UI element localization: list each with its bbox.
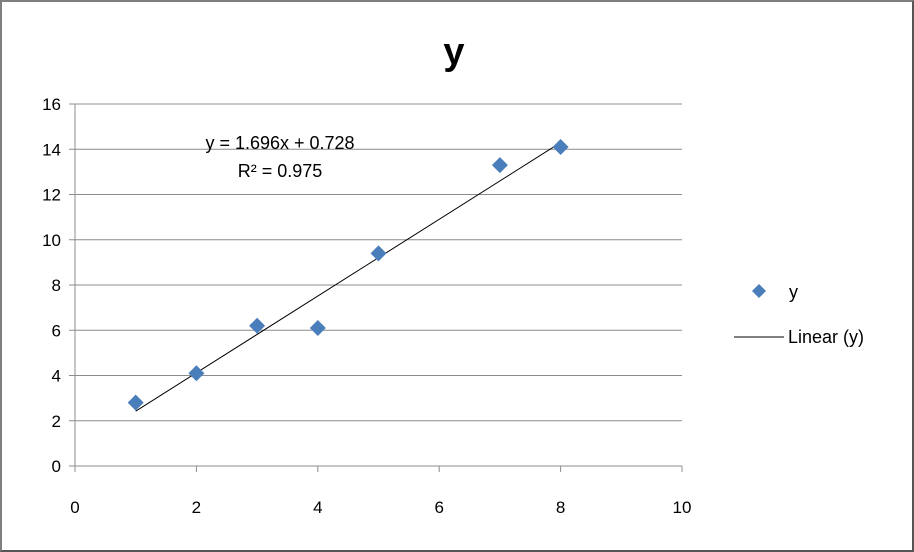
data-point xyxy=(188,365,205,382)
y-tick-label: 14 xyxy=(42,140,61,159)
legend-label-y: y xyxy=(789,282,798,302)
legend-marker-diamond-icon xyxy=(752,284,766,298)
y-tick-label: 12 xyxy=(42,186,61,205)
y-tick-label: 0 xyxy=(52,457,61,476)
x-tick-label: 8 xyxy=(556,498,565,517)
chart-title: y xyxy=(443,31,464,73)
y-tick-label: 4 xyxy=(52,367,61,386)
data-point xyxy=(127,394,144,411)
x-tick-label: 0 xyxy=(70,498,79,517)
gridlines xyxy=(75,103,682,422)
data-point xyxy=(552,138,569,155)
y-tick-label: 8 xyxy=(52,276,61,295)
data-point xyxy=(249,317,266,334)
y-tick-label: 10 xyxy=(42,231,61,250)
data-point xyxy=(309,319,326,336)
x-tick-label: 6 xyxy=(434,498,443,517)
trendline xyxy=(135,142,561,412)
y-axis-tick-labels: 0 2 4 6 8 10 12 14 16 xyxy=(42,95,61,476)
y-tick-label: 16 xyxy=(42,95,61,114)
trendline-equation: y = 1.696x + 0.728 xyxy=(205,133,354,153)
r-squared-label: R² = 0.975 xyxy=(238,161,323,181)
data-point xyxy=(370,245,387,262)
trendline-layer xyxy=(135,142,561,412)
x-tick-label: 2 xyxy=(192,498,201,517)
y-tick-label: 2 xyxy=(52,412,61,431)
x-axis-tick-labels: 0 2 4 6 8 10 xyxy=(70,498,691,517)
legend-label-linear: Linear (y) xyxy=(788,327,864,347)
legend: y Linear (y) xyxy=(734,282,864,347)
y-tick-label: 6 xyxy=(52,321,61,340)
x-tick-label: 10 xyxy=(673,498,692,517)
data-point xyxy=(491,157,508,174)
data-points-layer xyxy=(127,138,569,411)
x-tick-label: 4 xyxy=(313,498,322,517)
axes xyxy=(69,103,683,472)
